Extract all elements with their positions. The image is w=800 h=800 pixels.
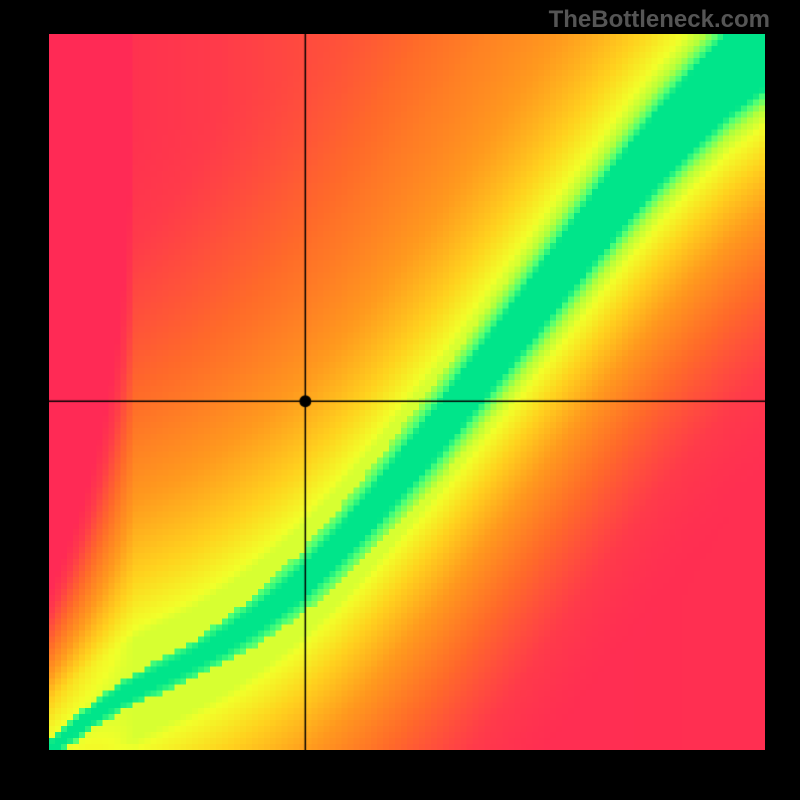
chart-container: { "source_watermark": { "text": "TheBott… — [0, 0, 800, 800]
source-watermark: TheBottleneck.com — [549, 6, 770, 34]
bottleneck-heatmap — [49, 34, 765, 750]
